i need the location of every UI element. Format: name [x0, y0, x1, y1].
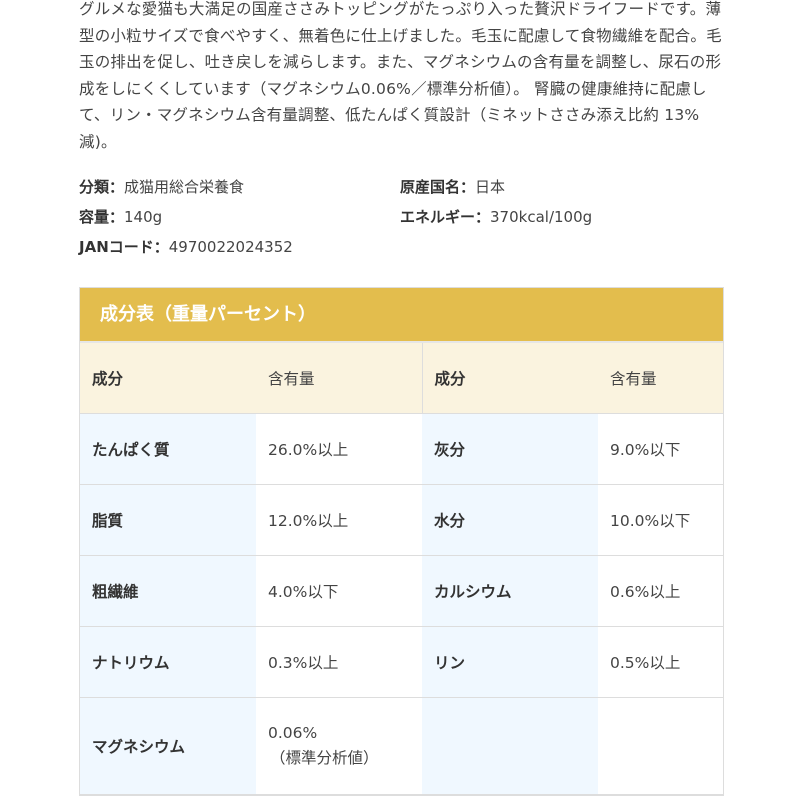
spec-value: 日本: [475, 178, 506, 196]
empty-cell: [422, 697, 598, 794]
table-row: 粗繊維 4.0%以下 カルシウム 0.6%以上: [80, 555, 723, 627]
table-header-row: 成分 含有量 成分 含有量: [80, 341, 723, 414]
table-row: マグネシウム 0.06% （標準分析値）: [80, 697, 723, 794]
header-cell: 含有量: [256, 341, 422, 414]
spec-value: 370kcal/100g: [490, 208, 593, 226]
nutrient-value: 0.5%以上: [598, 626, 723, 698]
nutrient-value: 0.6%以上: [598, 555, 723, 627]
spec-category: 分類：成猫用総合栄養食: [79, 176, 244, 197]
nutrient-name: マグネシウム: [80, 697, 256, 794]
nutrient-value: 26.0%以上: [256, 413, 422, 485]
nutrient-name: リン: [422, 626, 598, 698]
table-row: ナトリウム 0.3%以上 リン 0.5%以上: [80, 626, 723, 698]
nutrient-value: 10.0%以下: [598, 484, 723, 556]
table-row: たんぱく質 26.0%以上 灰分 9.0%以下: [80, 413, 723, 485]
nutrient-value: 0.3%以上: [256, 626, 422, 698]
nutrient-name: 水分: [422, 484, 598, 556]
spec-capacity: 容量：140g: [79, 206, 162, 227]
spec-label: 分類：: [79, 178, 125, 196]
nutrient-name: 灰分: [422, 413, 598, 485]
header-cell: 成分: [421, 341, 598, 414]
nutrient-value: 12.0%以上: [256, 484, 422, 556]
nutrient-name: 粗繊維: [80, 555, 256, 627]
spec-origin: 原産国名：日本: [400, 176, 505, 197]
value-text: 0.06%: [268, 724, 318, 742]
spec-label: JANコード：: [79, 238, 169, 256]
product-description: グルメな愛猫も大満足の国産ささみトッピングがたっぷり入った贅沢ドライフードです。…: [79, 0, 722, 151]
nutrient-name: たんぱく質: [80, 413, 256, 485]
nutrient-value: 9.0%以下: [598, 413, 723, 485]
spec-label: 原産国名：: [400, 178, 476, 196]
nutrition-table: 成分表（重量パーセント） 成分 含有量 成分 含有量 たんぱく質 26.0%以上 …: [79, 287, 724, 796]
spec-value: 140g: [124, 208, 163, 226]
nutrient-value: 4.0%以下: [256, 555, 422, 627]
spec-label: 容量：: [79, 208, 125, 226]
nutrient-name: ナトリウム: [80, 626, 256, 698]
spec-value: 4970022024352: [168, 238, 293, 256]
header-cell: 成分: [80, 341, 256, 414]
table-row: 脂質 12.0%以上 水分 10.0%以下: [80, 484, 723, 556]
value-note: （標準分析値）: [270, 749, 379, 767]
spec-label: エネルギー：: [400, 208, 491, 226]
empty-cell: [598, 697, 723, 794]
table-title: 成分表（重量パーセント）: [80, 288, 723, 341]
spec-energy: エネルギー：370kcal/100g: [400, 206, 592, 227]
nutrient-name: 脂質: [80, 484, 256, 556]
spec-value: 成猫用総合栄養食: [124, 178, 245, 196]
header-cell: 含有量: [598, 341, 723, 414]
nutrient-name: カルシウム: [422, 555, 598, 627]
nutrient-value: 0.06% （標準分析値）: [256, 697, 422, 794]
spec-jan: JANコード：4970022024352: [79, 236, 293, 257]
